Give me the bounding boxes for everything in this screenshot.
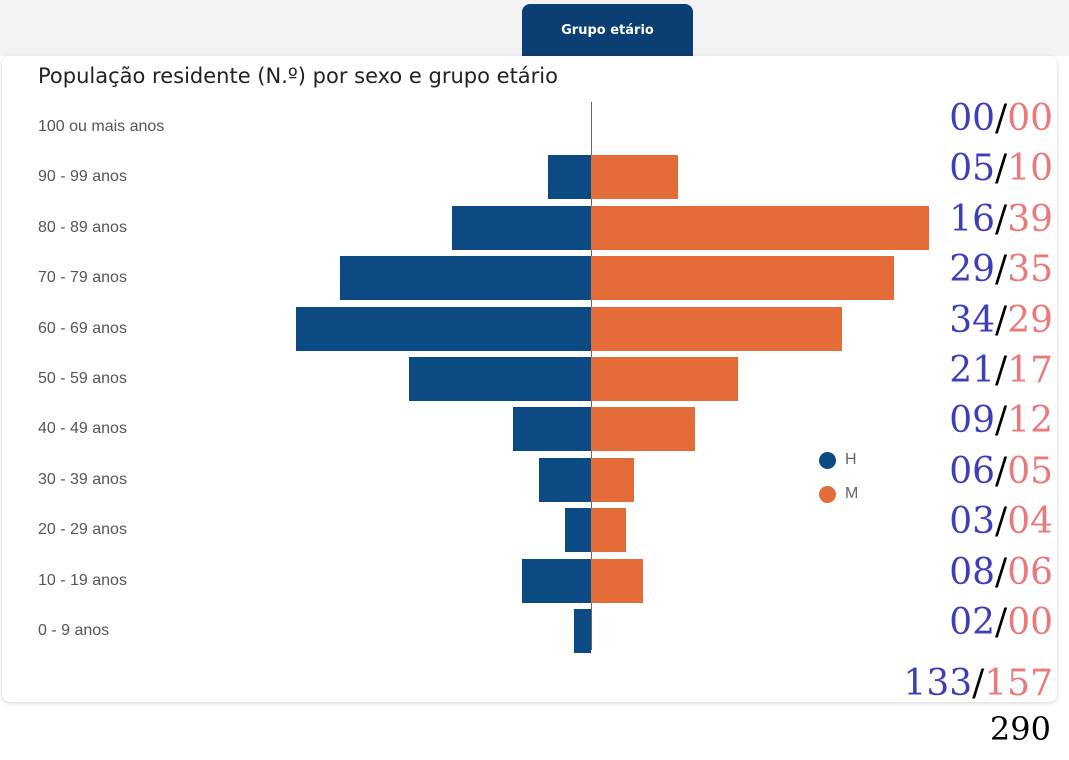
annotation-h-value: 16: [949, 198, 996, 240]
annotation-h-value: 05: [949, 148, 996, 190]
category-label: 30 - 39 anos: [38, 470, 127, 488]
annotation-separator: /: [995, 602, 1008, 643]
annotation-row: 16/39: [949, 198, 1053, 240]
legend-dot-h-icon: [819, 451, 836, 469]
annotation-separator: /: [995, 551, 1008, 593]
annotation-separator: /: [995, 299, 1008, 341]
annotation-row: 09/12: [949, 403, 1053, 439]
grand-total: 290: [989, 710, 1051, 748]
annotation-h-value: 08: [949, 551, 996, 593]
annotation-h-value: 133: [903, 663, 973, 704]
chart-title: População residente (N.º) por sexo e gru…: [38, 64, 558, 88]
annotation-separator: /: [995, 249, 1008, 291]
annotation-separator: /: [995, 350, 1008, 391]
annotation-h-value: 09: [949, 400, 996, 442]
bar-h[interactable]: [564, 508, 591, 553]
annotation-separator: /: [995, 148, 1008, 190]
annotation-separator: /: [995, 98, 1008, 139]
bar-m[interactable]: [591, 306, 843, 351]
annotation-row: 29/35: [949, 252, 1053, 288]
annotation-m-value: 06: [1007, 551, 1053, 593]
annotation-m-value: 17: [1007, 350, 1053, 391]
annotation-totals: 133/157: [903, 666, 1053, 702]
annotation-m-value: 157: [984, 663, 1053, 704]
bar-h[interactable]: [408, 357, 591, 401]
bar-h[interactable]: [521, 558, 591, 603]
bar-h[interactable]: [547, 155, 591, 200]
annotation-row: 00/00: [949, 101, 1053, 137]
annotation-h-value: 00: [949, 98, 996, 139]
annotation-separator: /: [972, 663, 985, 704]
bar-h[interactable]: [452, 205, 591, 250]
legend-item-h[interactable]: H: [819, 451, 857, 469]
annotation-row: 34/29: [949, 299, 1053, 341]
category-label: 0 - 9 anos: [38, 622, 110, 639]
category-label: 70 - 79 anos: [38, 269, 127, 287]
bar-m[interactable]: [591, 457, 635, 502]
bar-m[interactable]: [591, 508, 626, 553]
bar-m[interactable]: [591, 407, 696, 452]
annotation-m-value: 35: [1007, 249, 1053, 291]
bar-m[interactable]: [591, 155, 678, 200]
annotation-row: 08/06: [949, 551, 1053, 593]
annotation-m-value: 00: [1007, 98, 1053, 139]
legend-item-m[interactable]: M: [819, 485, 858, 503]
bar-h[interactable]: [538, 457, 591, 502]
annotation-h-value: 21: [949, 350, 996, 391]
annotation-m-value: 29: [1007, 299, 1053, 341]
category-label: 40 - 49 anos: [38, 420, 127, 438]
annotation-separator: /: [995, 400, 1008, 442]
bar-h[interactable]: [512, 407, 591, 452]
annotation-separator: /: [995, 198, 1008, 240]
annotation-h-value: 06: [949, 450, 996, 492]
annotation-row: 03/04: [949, 504, 1053, 540]
annotation-m-value: 10: [1007, 148, 1053, 190]
bar-m[interactable]: [591, 558, 644, 603]
bar-m[interactable]: [591, 256, 895, 301]
tab-grupo-etario[interactable]: Grupo etário: [522, 4, 693, 56]
category-label: 10 - 19 anos: [38, 571, 127, 589]
annotation-h-value: 29: [949, 249, 996, 291]
annotation-separator: /: [995, 450, 1008, 492]
category-label: 100 ou mais anos: [38, 118, 165, 135]
bar-m[interactable]: [591, 205, 930, 250]
bar-h[interactable]: [296, 306, 591, 351]
category-label: 20 - 29 anos: [38, 521, 127, 539]
bar-m[interactable]: [591, 357, 739, 401]
annotation-row: 05/10: [949, 151, 1053, 187]
annotation-row: 02/00: [949, 605, 1053, 641]
annotation-separator: /: [995, 501, 1008, 543]
category-label: 50 - 59 anos: [38, 370, 127, 387]
annotation-m-value: 39: [1007, 198, 1053, 240]
category-label: 80 - 89 anos: [38, 218, 127, 236]
annotation-m-value: 00: [1007, 602, 1053, 643]
legend-dot-m-icon: [819, 485, 836, 503]
bar-h[interactable]: [573, 609, 591, 653]
annotation-row: 21/17: [949, 353, 1053, 389]
legend-label-m: M: [845, 485, 859, 502]
annotation-h-value: 34: [949, 299, 996, 341]
annotation-h-value: 02: [949, 602, 996, 643]
annotation-m-value: 12: [1007, 400, 1053, 442]
annotation-h-value: 03: [949, 501, 996, 543]
annotation-m-value: 05: [1007, 450, 1053, 492]
annotation-row: 06/05: [949, 450, 1053, 492]
category-label: 60 - 69 anos: [38, 319, 127, 337]
legend-label-h: H: [845, 451, 857, 468]
bar-h[interactable]: [339, 256, 591, 301]
category-label: 90 - 99 anos: [38, 168, 127, 186]
annotation-m-value: 04: [1007, 501, 1053, 543]
